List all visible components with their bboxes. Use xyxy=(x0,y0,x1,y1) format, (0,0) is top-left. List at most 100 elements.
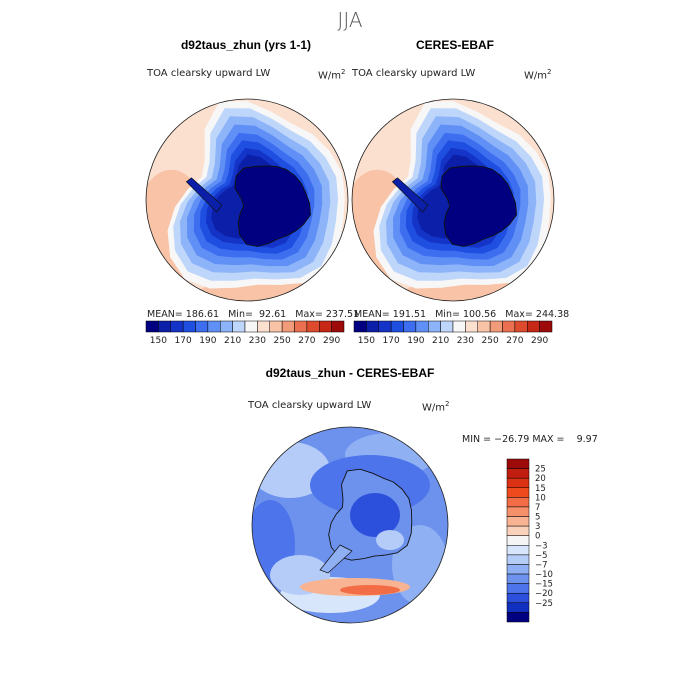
colorbar-swatch xyxy=(506,545,530,556)
colorbar-swatch xyxy=(506,583,530,594)
colorbar-tick-label: 210 xyxy=(224,336,241,346)
colorbar-tick-label: −7 xyxy=(535,560,548,570)
panel3-stats: MIN = −26.79 MAX = 9.97 xyxy=(462,434,598,445)
panel3-units: W/m2 xyxy=(422,400,450,414)
panel3-max: 9.97 xyxy=(576,434,598,445)
panel1-stats: MEAN= 186.61 Min= 92.61 Max= 237.51 xyxy=(147,309,359,320)
colorbar-tick-label: 170 xyxy=(175,336,192,346)
panel1-title: d92taus_zhun (yrs 1-1) xyxy=(180,38,312,52)
colorbar-tick-label: 25 xyxy=(535,465,546,475)
colorbar-swatch xyxy=(506,612,530,623)
panel3-min-label: MIN = xyxy=(462,434,492,445)
colorbar-tick-label: 230 xyxy=(249,336,266,346)
colorbar-swatch xyxy=(281,320,295,333)
colorbar-swatch xyxy=(527,320,540,333)
colorbar-tick-label: −25 xyxy=(535,599,553,609)
colorbar-tick-label: 190 xyxy=(407,336,424,346)
panel2-mean: 191.51 xyxy=(392,309,427,320)
colorbar-tick-label: 210 xyxy=(432,336,449,346)
colorbar-swatch xyxy=(220,320,233,333)
colorbar-tick-label: 250 xyxy=(482,336,499,346)
panel2-colorbar: 150 170 190 210 230 250 270 290 xyxy=(353,320,553,346)
panel1-min-label: Min= xyxy=(228,309,253,320)
panel2-min-label: Min= xyxy=(435,309,460,320)
colorbar-swatch xyxy=(502,320,516,333)
colorbar-swatch xyxy=(506,497,530,508)
panel1-max: 237.51 xyxy=(325,309,360,320)
panel3-subtitle: TOA clearsky upward LW xyxy=(248,400,372,411)
colorbar-tick-label: 250 xyxy=(274,336,291,346)
colorbar-swatch xyxy=(232,320,246,333)
colorbar-swatch xyxy=(440,320,454,333)
colorbar-swatch xyxy=(506,573,530,584)
map-border xyxy=(145,98,349,302)
panel2-units: W/m2 xyxy=(524,68,552,82)
colorbar-tick-label: 7 xyxy=(535,503,540,513)
panel1-colorbar: 150 170 190 210 230 250 270 290 xyxy=(145,320,345,346)
figure-suptitle: JJA xyxy=(337,8,363,32)
colorbar-tick-label: −15 xyxy=(535,580,553,590)
colorbar-tick-label: −20 xyxy=(535,589,553,599)
panel3-min: −26.79 xyxy=(494,434,530,445)
panel2-max: 244.38 xyxy=(535,309,570,320)
colorbar-swatch xyxy=(477,320,491,333)
peninsula-outline xyxy=(185,177,223,213)
colorbar-swatch xyxy=(415,320,429,333)
colorbar-tick-label: 230 xyxy=(457,336,474,346)
colorbar-swatch xyxy=(506,477,530,489)
colorbar-swatch xyxy=(331,320,345,333)
panel1-mean: 186.61 xyxy=(185,309,220,320)
colorbar-swatch xyxy=(506,602,530,613)
colorbar-swatch xyxy=(170,320,184,333)
colorbar-tick-label: 290 xyxy=(323,336,340,346)
colorbar-tick-label: 150 xyxy=(150,336,167,346)
colorbar-swatch xyxy=(269,320,283,333)
colorbar-tick-label: 170 xyxy=(383,336,400,346)
colorbar-swatch xyxy=(195,320,209,333)
panel1-mean-label: MEAN= xyxy=(147,309,183,320)
panel2-min: 100.56 xyxy=(462,309,497,320)
colorbar-tick-label: 5 xyxy=(535,513,540,523)
colorbar-swatch xyxy=(506,554,530,565)
colorbar-swatch xyxy=(145,320,159,333)
diff-patch xyxy=(350,493,400,537)
map-border xyxy=(251,426,449,624)
colorbar-swatch xyxy=(506,564,530,575)
colorbar-swatch xyxy=(207,320,221,333)
diff-patch xyxy=(376,530,404,550)
colorbar-tick-label: 150 xyxy=(358,336,375,346)
colorbar-tick-label: −10 xyxy=(535,570,553,580)
diff-warm-band xyxy=(340,585,400,595)
colorbar-swatch xyxy=(257,320,270,333)
peninsula-outline xyxy=(391,177,429,213)
colorbar-swatch xyxy=(244,320,258,333)
panel1-map xyxy=(145,98,349,302)
colorbar-swatch xyxy=(506,592,530,604)
colorbar-tick-label: 15 xyxy=(535,484,546,494)
colorbar-swatch xyxy=(506,525,530,536)
colorbar-tick-label: 10 xyxy=(535,493,546,503)
colorbar-tick-label: 190 xyxy=(199,336,216,346)
colorbar-swatch xyxy=(319,320,332,333)
panel2-stats: MEAN= 191.51 Min= 100.56 Max= 244.38 xyxy=(354,309,569,320)
colorbar-swatch xyxy=(506,487,530,498)
panel1-min: 92.61 xyxy=(258,309,287,320)
panel1-subtitle: TOA clearsky upward LW xyxy=(147,68,271,79)
colorbar-tick-label: −5 xyxy=(535,551,548,561)
colorbar-swatch xyxy=(294,320,308,333)
peninsula-outline xyxy=(319,544,353,574)
panel2-max-label: Max= xyxy=(505,309,533,320)
colorbar-swatch xyxy=(539,320,553,333)
colorbar-swatch xyxy=(390,320,404,333)
colorbar-tick-label: 20 xyxy=(535,474,546,484)
colorbar-swatch xyxy=(353,320,367,333)
colorbar-tick-label: 270 xyxy=(298,336,315,346)
panel3-max-label: MAX = xyxy=(532,434,565,445)
colorbar-swatch xyxy=(506,516,530,527)
colorbar-swatch xyxy=(506,535,530,546)
panel3-title: d92taus_zhun - CERES-EBAF xyxy=(265,366,435,380)
panel1-units: W/m2 xyxy=(318,68,346,82)
panel2-map xyxy=(351,98,555,302)
colorbar-tick-label: 0 xyxy=(535,532,540,542)
